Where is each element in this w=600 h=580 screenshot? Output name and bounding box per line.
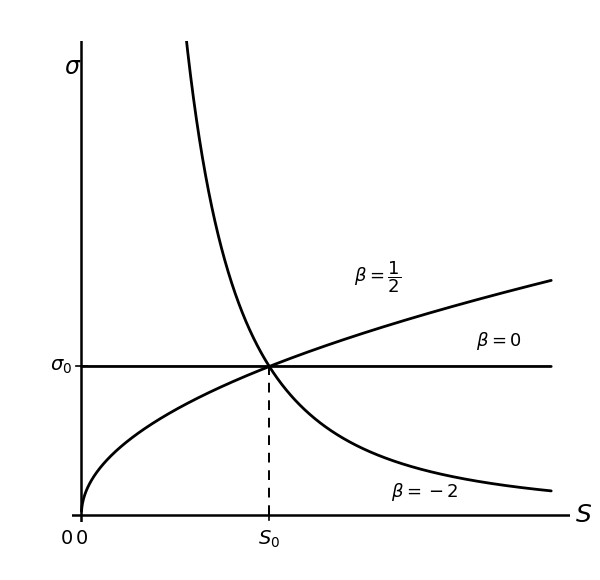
- Text: $\beta = 0$: $\beta = 0$: [476, 329, 522, 351]
- Text: $\boldsymbol{\mathit{S}}$: $\boldsymbol{\mathit{S}}$: [575, 503, 592, 527]
- Text: $\beta = -2$: $\beta = -2$: [391, 481, 459, 503]
- Text: $\sigma_0$: $\sigma_0$: [50, 357, 73, 376]
- Text: $0$: $0$: [75, 529, 88, 548]
- Text: $S_0$: $S_0$: [258, 529, 280, 550]
- Text: $0$: $0$: [59, 529, 73, 548]
- Text: $\sigma$: $\sigma$: [64, 55, 82, 79]
- Text: $\beta = \dfrac{1}{2}$: $\beta = \dfrac{1}{2}$: [354, 259, 401, 295]
